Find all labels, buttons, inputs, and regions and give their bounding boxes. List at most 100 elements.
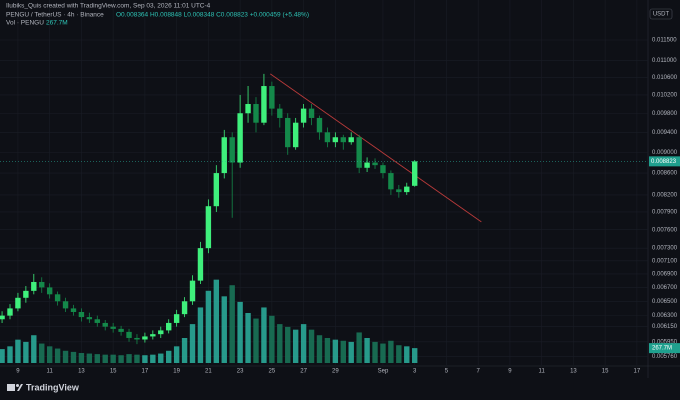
candle-body	[166, 322, 172, 331]
last-price-box	[649, 156, 680, 167]
candle-body	[110, 326, 116, 329]
volume-bar	[213, 279, 220, 363]
volume-bar	[269, 315, 275, 363]
volume-bar	[197, 307, 204, 363]
candle-body	[0, 315, 5, 320]
volume-bar	[166, 350, 172, 363]
price-axis-bg	[648, 0, 680, 378]
volume-bar	[292, 329, 299, 363]
volume-bar	[23, 341, 29, 363]
y-tick-label: 0.006500	[652, 299, 678, 305]
candle-body	[380, 165, 386, 174]
currency-box[interactable]	[649, 8, 673, 20]
candle-body	[126, 331, 132, 338]
y-tick-label: 0.010600	[652, 75, 678, 81]
volume-last-label: 267.7M	[652, 346, 672, 352]
candle-body	[229, 137, 235, 163]
y-tick-label: 0.007300	[652, 246, 678, 252]
candle-body	[158, 330, 164, 335]
volume-bar	[110, 354, 116, 363]
volume-bar	[380, 343, 386, 363]
candle-body	[404, 186, 410, 193]
volume-bar	[86, 353, 93, 363]
volume-bar	[126, 354, 132, 363]
volume-bar	[229, 285, 235, 363]
y-tick-label: 0.009400	[652, 130, 678, 136]
candle-body	[134, 337, 140, 340]
candle-body	[189, 280, 196, 302]
x-tick-label: 11	[47, 369, 54, 375]
candle-body	[150, 334, 156, 337]
volume-bar	[253, 318, 259, 363]
candle-body	[285, 117, 291, 148]
x-tick-label: 15	[602, 369, 609, 375]
candle-body	[221, 137, 227, 174]
x-tick-label: 5	[445, 369, 449, 375]
y-tick-label: 0.006900	[652, 272, 678, 278]
volume-bar	[308, 329, 315, 363]
y-tick-label: 0.006700	[652, 285, 678, 291]
volume-bar	[324, 338, 331, 363]
volume-bar	[15, 339, 21, 363]
y-tick-label: 0.005950	[652, 339, 678, 345]
volume-bar	[0, 349, 5, 363]
candle-body	[316, 117, 323, 133]
candle-body	[396, 189, 402, 193]
candle-body	[332, 137, 339, 143]
volume-bar	[94, 354, 100, 363]
volume-bar	[7, 346, 13, 363]
candle-body	[237, 113, 243, 163]
y-tick-label: 0.011000	[652, 58, 677, 64]
x-tick-label: 7	[477, 369, 481, 375]
volume-bar	[158, 353, 164, 363]
last-price-label: 0.008823	[651, 159, 677, 165]
candle-body	[205, 206, 212, 249]
volume-value: 267.7M	[46, 20, 68, 27]
candle-body	[102, 322, 108, 327]
volume-bar	[316, 335, 323, 363]
candle-body	[173, 314, 180, 323]
volume-bar	[237, 301, 243, 363]
candle-body	[388, 173, 394, 190]
x-tick-label: 29	[332, 369, 339, 375]
volume-bar	[70, 351, 77, 363]
candle-body	[7, 308, 13, 316]
x-tick-label: 27	[300, 369, 307, 375]
candle-body	[78, 311, 85, 318]
volume-bar	[388, 340, 394, 363]
volume-bar	[372, 341, 378, 363]
candle-body	[261, 86, 267, 123]
y-tick-label: 0.007900	[652, 210, 678, 216]
volume-bar	[348, 341, 354, 363]
x-tick-label: 13	[570, 369, 577, 375]
volume-bar	[412, 348, 418, 363]
volume-bar	[189, 324, 196, 363]
x-tick-label: 15	[110, 369, 117, 375]
y-tick-label: 0.008600	[652, 171, 678, 177]
volume-box	[649, 343, 680, 354]
x-tick-label: 23	[237, 369, 244, 375]
x-tick-label: 3	[413, 369, 417, 375]
candle-body	[213, 173, 220, 207]
candle-body	[39, 281, 45, 288]
candle-body	[54, 294, 61, 302]
plot	[0, 0, 648, 365]
volume-bar	[118, 355, 124, 363]
y-tick-label: 0.006300	[652, 313, 678, 319]
volume-bar	[340, 340, 346, 363]
volume-bar	[46, 346, 53, 363]
candle-body	[340, 137, 346, 143]
volume-bar	[150, 354, 156, 363]
y-tick-label: 0.009800	[652, 111, 678, 117]
x-tick-label: 13	[78, 369, 85, 375]
candle-body	[324, 132, 331, 143]
candle-body	[372, 162, 378, 166]
candle-body	[197, 248, 204, 281]
candle-body	[364, 162, 370, 168]
candle-body	[253, 104, 259, 123]
candle-body	[86, 317, 93, 320]
x-tick-label: Sep	[378, 369, 389, 375]
candle-body	[292, 122, 299, 148]
currency[interactable]: USDT	[653, 12, 670, 18]
